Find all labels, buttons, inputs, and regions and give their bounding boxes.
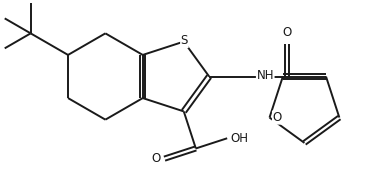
- Text: OH: OH: [230, 132, 248, 145]
- Text: S: S: [181, 35, 188, 47]
- Text: NH: NH: [256, 69, 274, 82]
- Text: O: O: [152, 152, 161, 165]
- Text: O: O: [282, 26, 292, 39]
- Text: O: O: [273, 111, 282, 124]
